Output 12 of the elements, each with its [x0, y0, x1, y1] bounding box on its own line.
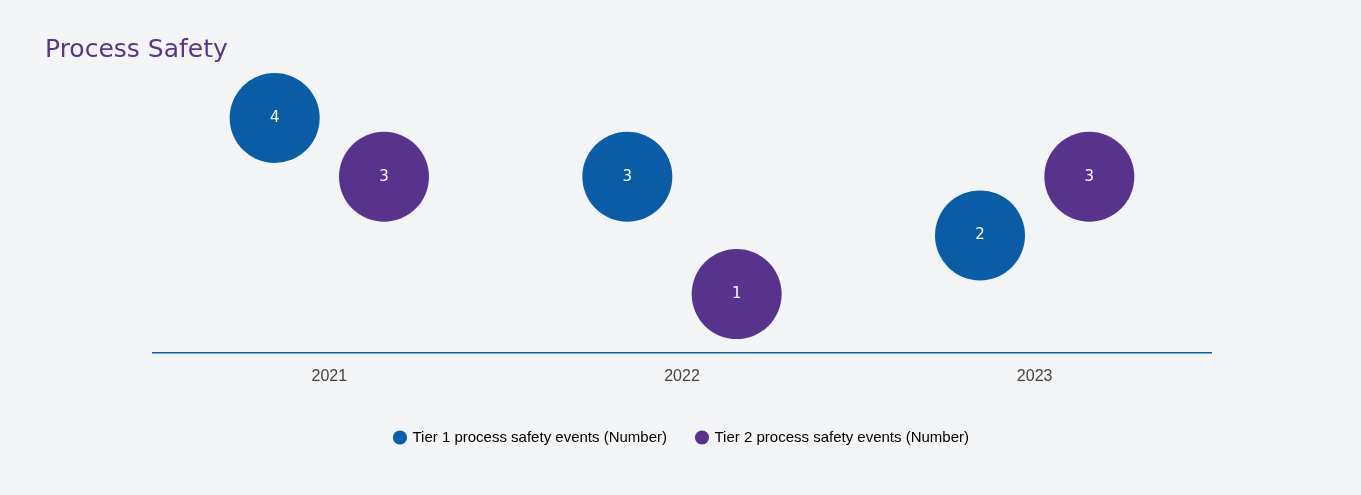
- data-label: 2: [975, 225, 985, 244]
- x-tick-label: 2023: [1016, 366, 1053, 384]
- data-label: 3: [622, 166, 633, 185]
- data-label: 1: [731, 283, 742, 302]
- x-tick-label: 2022: [664, 366, 700, 384]
- chart-title: Process Safety: [45, 34, 228, 63]
- data-label: 3: [1084, 166, 1095, 185]
- data-label: 4: [269, 107, 280, 126]
- x-tick-label: 2021: [311, 366, 348, 384]
- data-label: 3: [379, 166, 389, 185]
- legend-label: Tier 2 process safety events (Number): [714, 427, 970, 445]
- legend-label: Tier 1 process safety events (Number): [412, 427, 667, 445]
